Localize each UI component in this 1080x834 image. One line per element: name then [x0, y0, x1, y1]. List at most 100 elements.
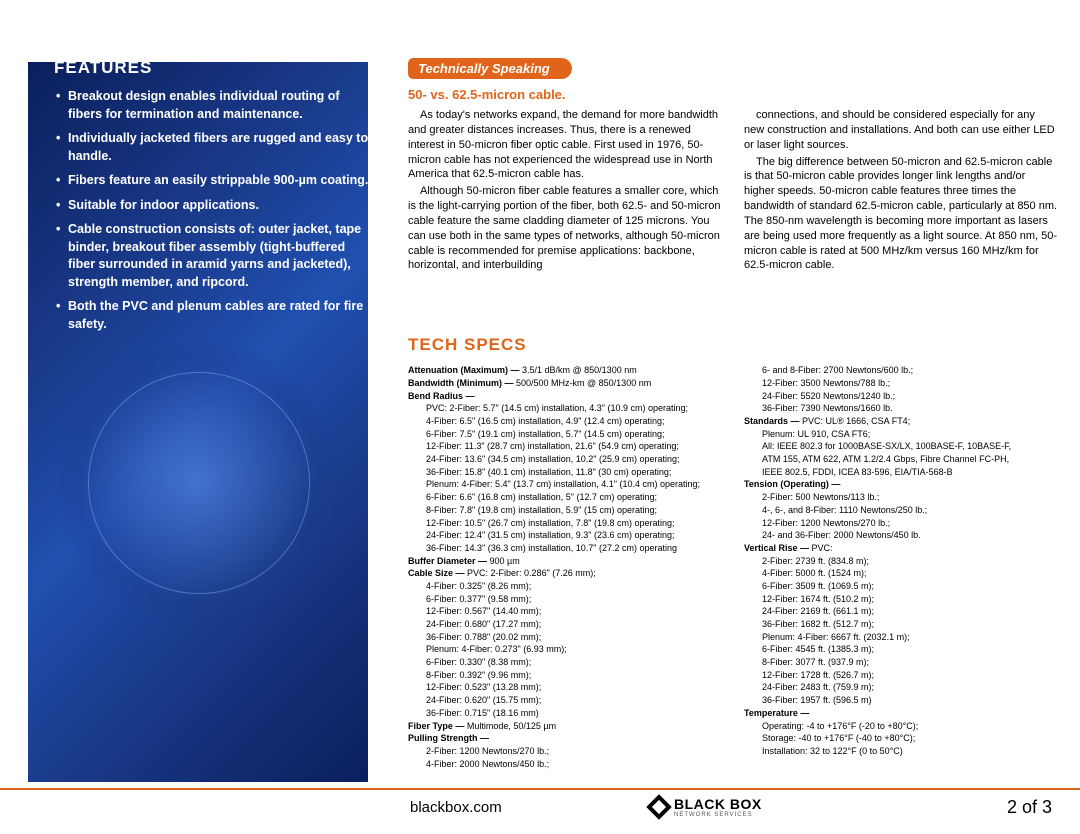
spec-row: All: IEEE 802.3 for 1000BASE-SX/LX, 100B…	[744, 441, 1058, 453]
spec-value: Plenum: UL 910, CSA FT6;	[762, 429, 870, 439]
footer-url: blackbox.com	[410, 799, 502, 816]
spec-row: 8-Fiber: 0.392" (9.96 mm);	[408, 670, 722, 682]
spec-row: 12-Fiber: 11.3" (28.7 cm) installation, …	[408, 441, 722, 453]
page-root: FEATURES Breakout design enables individ…	[0, 0, 1080, 834]
feature-item: Breakout design enables individual routi…	[54, 88, 374, 123]
spec-value: 6-Fiber: 3509 ft. (1069.5 m);	[762, 581, 874, 591]
spec-row: Plenum: 4-Fiber: 0.273" (6.93 mm);	[408, 644, 722, 656]
spec-value: 36-Fiber: 1957 ft. (596.5 m)	[762, 695, 872, 705]
spec-value: PVC: UL® 1666, CSA FT4;	[800, 416, 911, 426]
spec-row: 24-Fiber: 12.4" (31.5 cm) installation, …	[408, 530, 722, 542]
spec-row: 12-Fiber: 1728 ft. (526.7 m);	[744, 670, 1058, 682]
spec-value: PVC:	[809, 543, 833, 553]
spec-row: IEEE 802.5, FDDI, ICEA 83-596, EIA/TIA-5…	[744, 467, 1058, 479]
spec-value: 24-Fiber: 5520 Newtons/1240 lb.;	[762, 391, 895, 401]
spec-row: Vertical Rise — PVC:	[744, 543, 1058, 555]
spec-row: 4-Fiber: 6.5" (16.5 cm) installation, 4.…	[408, 416, 722, 428]
spec-row: 8-Fiber: 3077 ft. (937.9 m);	[744, 657, 1058, 669]
spec-row: 12-Fiber: 1674 ft. (510.2 m);	[744, 594, 1058, 606]
spec-row: Storage: -40 to +176°F (-40 to +80°C);	[744, 733, 1058, 745]
spec-row: 4-Fiber: 2000 Newtons/450 lb.;	[408, 759, 722, 771]
spec-row: Plenum: UL 910, CSA FT6;	[744, 429, 1058, 441]
tech-specs-list: Attenuation (Maximum) — 3.5/1 dB/km @ 85…	[408, 365, 1058, 770]
tech-specs-heading: TECH SPECS	[408, 335, 1058, 355]
spec-value: 12-Fiber: 1728 ft. (526.7 m);	[762, 670, 874, 680]
spec-value: 4-Fiber: 0.325" (8.26 mm);	[426, 581, 531, 591]
feature-item: Suitable for indoor applications.	[54, 197, 374, 215]
spec-row: 6-Fiber: 4545 ft. (1385.3 m);	[744, 644, 1058, 656]
spec-row: Plenum: 4-Fiber: 5.4" (13.7 cm) installa…	[408, 479, 722, 491]
spec-value: 24- and 36-Fiber: 2000 Newtons/450 lb.	[762, 530, 921, 540]
spec-value: 36-Fiber: 7390 Newtons/1660 lb.	[762, 403, 893, 413]
spec-value: 36-Fiber: 14.3" (36.3 cm) installation, …	[426, 543, 677, 553]
spec-value: IEEE 802.5, FDDI, ICEA 83-596, EIA/TIA-5…	[762, 467, 953, 477]
spec-row: 24-Fiber: 0.680" (17.27 mm);	[408, 619, 722, 631]
spec-label: Vertical Rise —	[744, 543, 809, 553]
spec-value: All: IEEE 802.3 for 1000BASE-SX/LX, 100B…	[762, 441, 1011, 451]
brand-name: BLACK BOX	[674, 796, 762, 812]
spec-value: 4-Fiber: 6.5" (16.5 cm) installation, 4.…	[426, 416, 665, 426]
spec-row: ATM 155, ATM 622, ATM 1.2/2.4 Gbps, Fibr…	[744, 454, 1058, 466]
spec-label: Standards —	[744, 416, 800, 426]
spec-label: Tension (Operating) —	[744, 479, 840, 489]
spec-row: Tension (Operating) —	[744, 479, 1058, 491]
footer-logo: BLACK BOX NETWORK SERVICES	[650, 796, 762, 818]
spec-row: 2-Fiber: 2739 ft. (834.8 m);	[744, 556, 1058, 568]
spec-row: 24-Fiber: 2169 ft. (661.1 m);	[744, 606, 1058, 618]
spec-value: 8-Fiber: 3077 ft. (937.9 m);	[762, 657, 869, 667]
spec-label: Buffer Diameter —	[408, 556, 487, 566]
spec-value: 24-Fiber: 13.6" (34.5 cm) installation, …	[426, 454, 680, 464]
spec-value: 900 µm	[487, 556, 520, 566]
spec-row: 4-Fiber: 0.325" (8.26 mm);	[408, 581, 722, 593]
logo-diamond-icon	[646, 794, 671, 819]
spec-value: 6- and 8-Fiber: 2700 Newtons/600 lb.;	[762, 365, 913, 375]
spec-value: 24-Fiber: 0.680" (17.27 mm);	[426, 619, 541, 629]
brand-subtitle: NETWORK SERVICES	[674, 812, 762, 818]
spec-value: Plenum: 4-Fiber: 5.4" (13.7 cm) installa…	[426, 479, 700, 489]
spec-value: 6-Fiber: 0.377" (9.58 mm);	[426, 594, 531, 604]
spec-value: 36-Fiber: 0.788" (20.02 mm);	[426, 632, 541, 642]
spec-value: 6-Fiber: 7.5" (19.1 cm) installation, 5.…	[426, 429, 665, 439]
spec-row: 36-Fiber: 0.715" (18.16 mm)	[408, 708, 722, 720]
spec-row: 6-Fiber: 3509 ft. (1069.5 m);	[744, 581, 1058, 593]
spec-row: 24- and 36-Fiber: 2000 Newtons/450 lb.	[744, 530, 1058, 542]
spec-row: Installation: 32 to 122°F (0 to 50°C)	[744, 746, 1058, 758]
spec-row: Buffer Diameter — 900 µm	[408, 556, 722, 568]
spec-value: 24-Fiber: 0.620" (15.75 mm);	[426, 695, 541, 705]
spec-row: 12-Fiber: 10.5" (26.7 cm) installation, …	[408, 518, 722, 530]
spec-value: 12-Fiber: 1674 ft. (510.2 m);	[762, 594, 874, 604]
right-column: Technically Speaking 50- vs. 62.5-micron…	[408, 58, 1058, 770]
spec-row: 24-Fiber: 2483 ft. (759.9 m);	[744, 682, 1058, 694]
footer-doc-id: #11062	[28, 811, 61, 820]
spec-value: Installation: 32 to 122°F (0 to 50°C)	[762, 746, 903, 756]
spec-label: Attenuation (Maximum) —	[408, 365, 520, 375]
spec-row: 36-Fiber: 14.3" (36.3 cm) installation, …	[408, 543, 722, 555]
features-heading: FEATURES	[54, 58, 374, 78]
spec-row: 4-, 6-, and 8-Fiber: 1110 Newtons/250 lb…	[744, 505, 1058, 517]
footer-phone: 724-746-5500	[230, 798, 330, 816]
spec-label: Cable Size —	[408, 568, 465, 578]
spec-value: 12-Fiber: 0.567" (14.40 mm);	[426, 606, 541, 616]
spec-row: Bend Radius —	[408, 391, 722, 403]
spec-value: 4-, 6-, and 8-Fiber: 1110 Newtons/250 lb…	[762, 505, 927, 515]
spec-row: Bandwidth (Minimum) — 500/500 MHz-km @ 8…	[408, 378, 722, 390]
spec-value: 12-Fiber: 1200 Newtons/270 lb.;	[762, 518, 890, 528]
body-paragraph: The big difference between 50-micron and…	[744, 155, 1058, 274]
spec-row: 24-Fiber: 13.6" (34.5 cm) installation, …	[408, 454, 722, 466]
spec-row: 12-Fiber: 1200 Newtons/270 lb.;	[744, 518, 1058, 530]
spec-value: Operating: -4 to +176°F (-20 to +80°C);	[762, 721, 918, 731]
spec-value: 8-Fiber: 7.8" (19.8 cm) installation, 5.…	[426, 505, 657, 515]
spec-row: 2-Fiber: 500 Newtons/113 lb.;	[744, 492, 1058, 504]
spec-value: 24-Fiber: 2169 ft. (661.1 m);	[762, 606, 874, 616]
spec-label: Fiber Type —	[408, 721, 464, 731]
spec-row: Operating: -4 to +176°F (-20 to +80°C);	[744, 721, 1058, 733]
spec-value: Storage: -40 to +176°F (-40 to +80°C);	[762, 733, 915, 743]
spec-row: Fiber Type — Multimode, 50/125 µm	[408, 721, 722, 733]
spec-value: 12-Fiber: 11.3" (28.7 cm) installation, …	[426, 441, 679, 451]
spec-value: 8-Fiber: 0.392" (9.96 mm);	[426, 670, 531, 680]
feature-item: Both the PVC and plenum cables are rated…	[54, 298, 374, 333]
spec-row: Standards — PVC: UL® 1666, CSA FT4;	[744, 416, 1058, 428]
spec-value: Multimode, 50/125 µm	[464, 721, 556, 731]
spec-row: 12-Fiber: 0.567" (14.40 mm);	[408, 606, 722, 618]
spec-value: 3.5/1 dB/km @ 850/1300 nm	[520, 365, 637, 375]
